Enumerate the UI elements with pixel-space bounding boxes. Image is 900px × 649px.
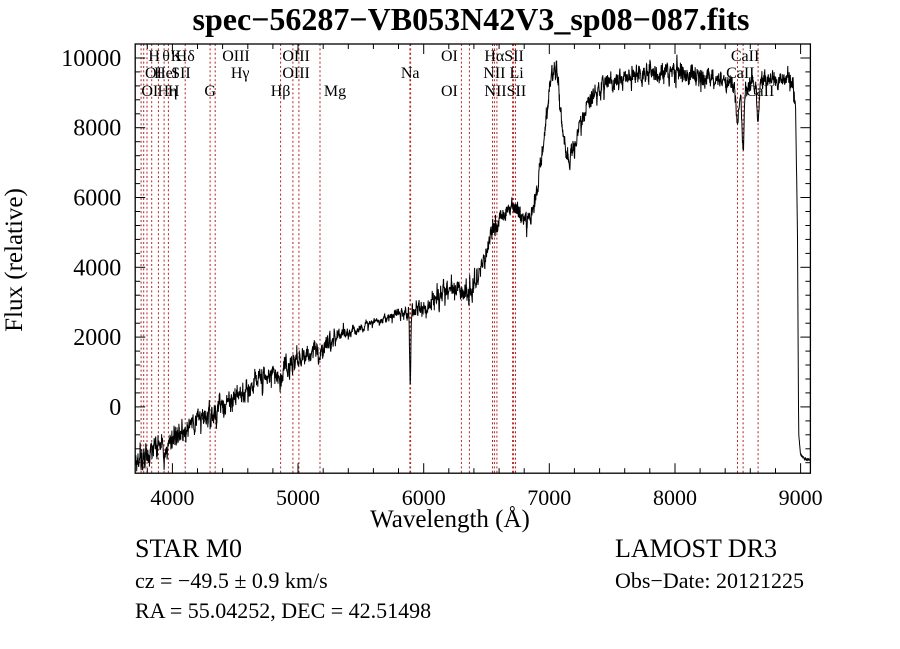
svg-text:5000: 5000 <box>276 485 320 510</box>
svg-text:SII: SII <box>171 65 191 82</box>
svg-text:2000: 2000 <box>73 325 121 351</box>
svg-text:LAMOST DR3: LAMOST DR3 <box>615 534 777 563</box>
svg-text:6000: 6000 <box>73 186 121 212</box>
svg-text:Hδ: Hδ <box>176 48 195 65</box>
svg-text:Hγ: Hγ <box>231 65 250 82</box>
svg-text:Wavelength (Å): Wavelength (Å) <box>370 506 530 533</box>
svg-text:8000: 8000 <box>653 485 697 510</box>
svg-text:OIII: OIII <box>282 48 310 65</box>
svg-text:OIII: OIII <box>222 48 250 65</box>
svg-text:θ: θ <box>162 48 170 65</box>
svg-text:H: H <box>168 83 180 100</box>
svg-text:CaII: CaII <box>731 48 759 65</box>
svg-text:0: 0 <box>109 395 121 421</box>
svg-text:cz = −49.5 ± 0.9 km/s: cz = −49.5 ± 0.9 km/s <box>135 568 328 593</box>
svg-text:8000: 8000 <box>73 116 121 142</box>
svg-text:STAR M0: STAR M0 <box>135 534 242 563</box>
svg-text:OI: OI <box>141 83 158 100</box>
svg-text:7000: 7000 <box>527 485 571 510</box>
svg-text:G: G <box>204 83 216 100</box>
svg-text:NII Li: NII Li <box>483 65 524 82</box>
svg-text:OI: OI <box>441 48 458 65</box>
svg-text:OI: OI <box>441 83 458 100</box>
svg-text:4000: 4000 <box>73 255 121 281</box>
svg-text:HαSII: HαSII <box>484 48 524 65</box>
svg-text:9000: 9000 <box>779 485 823 510</box>
svg-text:Flux (relative): Flux (relative) <box>1 188 28 332</box>
svg-text:10000: 10000 <box>61 46 121 72</box>
svg-text:Mg: Mg <box>324 83 346 100</box>
svg-text:Obs−Date: 20121225: Obs−Date: 20121225 <box>615 568 804 593</box>
svg-text:Hβ: Hβ <box>271 83 291 100</box>
svg-text:Na: Na <box>401 65 420 82</box>
svg-text:OIII: OIII <box>282 65 310 82</box>
svg-text:H: H <box>148 48 160 65</box>
svg-text:spec−56287−VB053N42V3_sp08−087: spec−56287−VB053N42V3_sp08−087.fits <box>193 1 750 37</box>
svg-text:RA = 55.04252, DEC = 42.5149: RA = 55.04252, DEC = 42.51498 <box>135 598 431 623</box>
svg-text:4000: 4000 <box>150 485 194 510</box>
svg-text:NIISII: NIISII <box>484 83 526 100</box>
